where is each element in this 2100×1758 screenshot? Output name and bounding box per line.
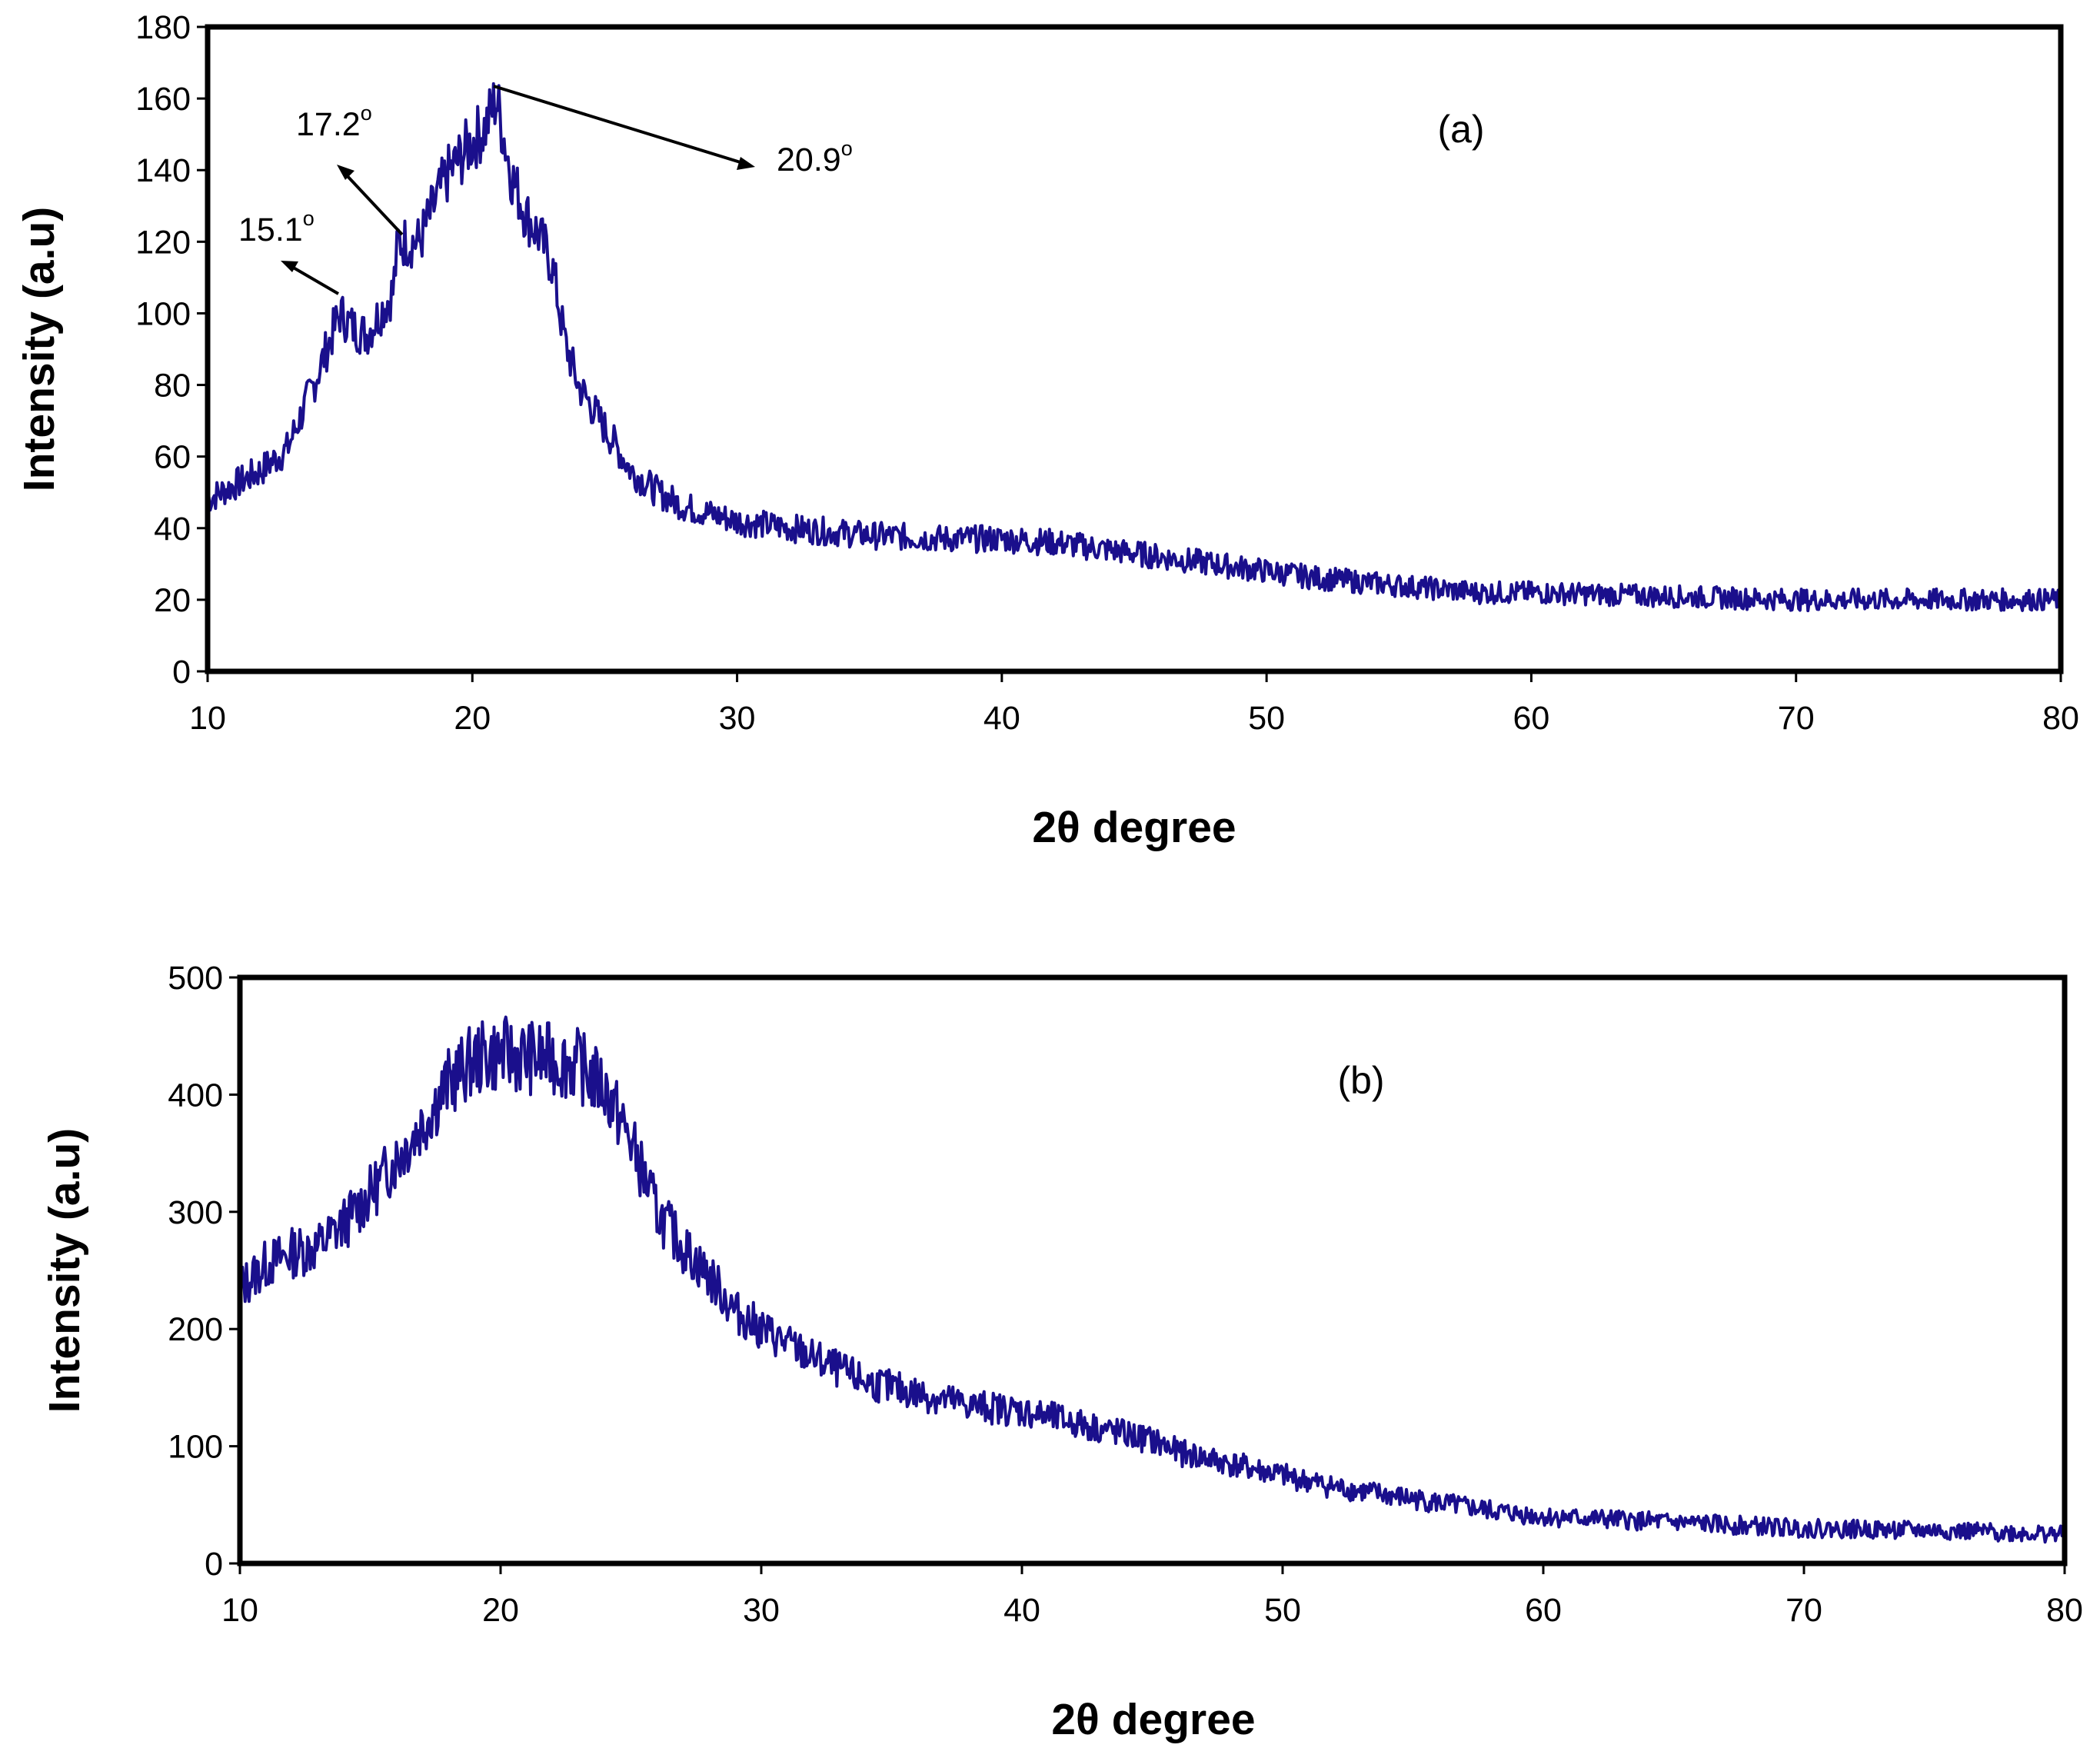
panel-label-a: (a): [1437, 108, 1484, 151]
y-tick-label-b: 300: [168, 1194, 223, 1231]
y-tick-label-a: 60: [154, 439, 191, 476]
chart-panel-b: 0 100 200 300 400 500 10 20 30 40 50 60 70 80 (b) 2θ…: [40, 960, 2083, 1744]
y-tick-label-b: 100: [168, 1429, 223, 1466]
y-tick-label-a: 100: [135, 295, 191, 332]
annotation-20-9-sup: o: [841, 137, 853, 160]
y-tick-label-a: 160: [135, 81, 191, 118]
arrowhead-20-9: [737, 157, 755, 170]
annotation-15-1-value: 15.1: [238, 211, 303, 248]
y-tick-label-b: 0: [205, 1546, 223, 1583]
x-tick-label-b: 60: [1525, 1592, 1562, 1629]
x-tick-label-b: 70: [1785, 1592, 1822, 1629]
y-tick-label-a: 20: [154, 582, 191, 619]
y-tick-label-b: 500: [168, 960, 223, 997]
y-tick-label-a: 80: [154, 368, 191, 405]
x-tick-label-a: 50: [1248, 700, 1285, 737]
arrowhead-17-2: [337, 165, 354, 180]
annotation-15-1-sup: o: [303, 207, 315, 230]
plot-frame-b: [237, 974, 2068, 1567]
panel-label-b: (b): [1337, 1059, 1384, 1102]
x-axis-label-b: 2θ degree: [1051, 1695, 1255, 1744]
y-tick-label-a: 120: [135, 224, 191, 261]
x-tick-label-a: 10: [189, 700, 226, 737]
x-tick-label-b: 10: [221, 1592, 258, 1629]
annotation-20-9: 20.9o: [777, 137, 853, 178]
series-line-a: [206, 82, 2062, 613]
annotation-15-1: 15.1o: [238, 207, 315, 248]
y-tick-label-b: 400: [168, 1077, 223, 1114]
x-tick-label-a: 30: [719, 700, 756, 737]
arrow-17-2: [344, 172, 404, 236]
x-tick-label-b: 80: [2046, 1592, 2083, 1629]
annotation-17-2-value: 17.2: [296, 106, 361, 143]
annotation-17-2-sup: o: [361, 102, 372, 125]
peak-annotations-a: 15.1o 17.2o 20.9o: [238, 85, 853, 295]
y-axis-ticks-b: 0 100 200 300 400 500: [168, 960, 240, 1583]
y-tick-label-a: 0: [172, 654, 191, 691]
x-axis-label-a: 2θ degree: [1032, 803, 1236, 852]
annotation-20-9-value: 20.9: [777, 142, 841, 178]
annotation-17-2: 17.2o: [296, 102, 372, 143]
series-line-b: [238, 1015, 2066, 1544]
x-tick-label-a: 70: [1778, 700, 1815, 737]
x-axis-ticks-a: 10 20 30 40 50 60 70 80: [189, 671, 2079, 737]
x-tick-label-b: 40: [1003, 1592, 1040, 1629]
y-axis-label-b: Intensity (a.u): [40, 1128, 89, 1413]
arrow-15-1: [289, 265, 340, 295]
chart-panel-a: 0 20 40 60 80 100 120 140 160 180 10 20 30 40 50 60 70 8…: [15, 9, 2079, 852]
y-tick-label-a: 140: [135, 152, 191, 189]
y-tick-label-a: 180: [135, 9, 191, 46]
y-tick-label-b: 200: [168, 1311, 223, 1348]
x-axis-ticks-b: 10 20 30 40 50 60 70 80: [221, 1563, 2083, 1629]
y-axis-label-a: Intensity (a.u): [15, 207, 64, 492]
y-axis-ticks-a: 0 20 40 60 80 100 120 140 160 180: [135, 9, 208, 691]
x-tick-label-b: 50: [1264, 1592, 1301, 1629]
y-tick-label-a: 40: [154, 511, 191, 548]
x-tick-label-a: 60: [1513, 700, 1550, 737]
x-tick-label-a: 80: [2042, 700, 2079, 737]
x-tick-label-a: 40: [983, 700, 1020, 737]
x-tick-label-a: 20: [454, 700, 491, 737]
arrow-20-9: [493, 85, 744, 165]
plot-frame-a: [205, 24, 2064, 674]
x-tick-label-b: 30: [743, 1592, 780, 1629]
x-tick-label-b: 20: [482, 1592, 519, 1629]
arrowhead-15-1: [281, 261, 298, 272]
